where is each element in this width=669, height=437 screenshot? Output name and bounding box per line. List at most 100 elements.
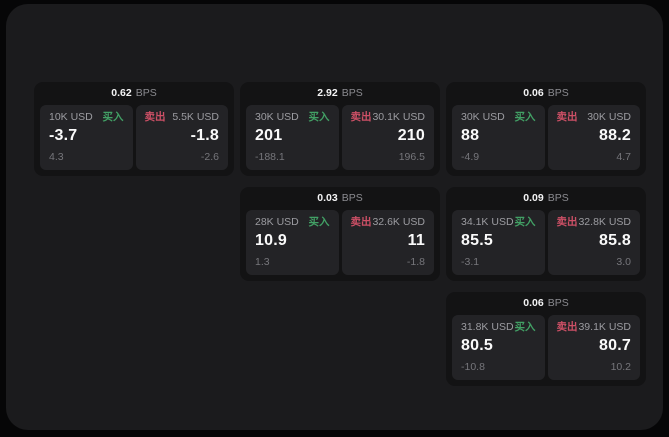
- buy-tile[interactable]: 10K USD 买入 -3.7 4.3: [40, 105, 133, 170]
- sell-price: 80.7: [599, 336, 631, 354]
- spread-bps-unit: BPS: [341, 87, 363, 100]
- sell-tile-header: 卖出 32.8K USD: [556, 216, 632, 229]
- sell-tile[interactable]: 卖出 39.1K USD 80.7 10.2: [547, 315, 640, 380]
- buy-tile[interactable]: 34.1K USD 买入 85.5 -3.1: [452, 210, 545, 275]
- quote-body: 34.1K USD 买入 85.5 -3.1 卖出 32.8K USD 85.8…: [452, 210, 640, 275]
- sell-tile[interactable]: 卖出 30.1K USD 210 196.5: [341, 105, 434, 170]
- spread-header: 0.62 BPS: [34, 82, 234, 105]
- spread-header: 0.03 BPS: [240, 187, 440, 210]
- spread-bps-value: 0.06: [523, 297, 544, 310]
- buy-price: 88: [461, 126, 480, 144]
- quote-card: 0.06 BPS 30K USD 买入 88 -4.9 卖出: [446, 82, 646, 176]
- buy-sub-value: -188.1: [255, 151, 285, 164]
- sell-tile[interactable]: 卖出 30K USD 88.2 4.7: [547, 105, 640, 170]
- sell-size: 32.6K USD: [372, 216, 425, 228]
- sell-sub-value: 10.2: [610, 361, 631, 374]
- buy-size: 34.1K USD: [461, 216, 514, 228]
- sell-size: 30.1K USD: [372, 111, 425, 123]
- buy-sub-value: -10.8: [461, 361, 485, 374]
- buy-size: 28K USD: [255, 216, 299, 228]
- buy-sub-value: 4.3: [49, 151, 64, 164]
- sell-tile-header: 卖出 30.1K USD: [350, 111, 426, 124]
- sell-size: 30K USD: [587, 111, 631, 123]
- buy-price: 201: [255, 126, 283, 144]
- quote-card-grid: 0.62 BPS 10K USD 买入 -3.7 4.3 卖出: [34, 82, 646, 386]
- sell-sub-value: 3.0: [616, 256, 631, 269]
- buy-price: 80.5: [461, 336, 493, 354]
- spread-bps-unit: BPS: [341, 192, 363, 205]
- sell-tile[interactable]: 卖出 32.8K USD 85.8 3.0: [547, 210, 640, 275]
- spread-header: 0.09 BPS: [446, 187, 646, 210]
- buy-sub-value: 1.3: [255, 256, 270, 269]
- buy-tile-header: 30K USD 买入: [461, 111, 536, 124]
- sell-label: 卖出: [556, 216, 578, 228]
- sell-tile-header: 卖出 32.6K USD: [350, 216, 426, 229]
- buy-label: 买入: [514, 111, 536, 123]
- buy-label: 买入: [514, 321, 536, 333]
- buy-sub-value: -3.1: [461, 256, 480, 269]
- sell-tile[interactable]: 卖出 32.6K USD 11 -1.8: [341, 210, 434, 275]
- sell-label: 卖出: [350, 111, 372, 123]
- sell-tile-header: 卖出 5.5K USD: [144, 111, 220, 124]
- buy-tile-header: 28K USD 买入: [255, 216, 330, 229]
- buy-tile[interactable]: 31.8K USD 买入 80.5 -10.8: [452, 315, 545, 380]
- sell-price: 88.2: [599, 126, 631, 144]
- quote-body: 30K USD 买入 88 -4.9 卖出 30K USD 88.2 4.7: [452, 105, 640, 170]
- buy-size: 10K USD: [49, 111, 93, 123]
- buy-price: -3.7: [49, 126, 78, 144]
- buy-size: 30K USD: [255, 111, 299, 123]
- sell-tile-header: 卖出 39.1K USD: [556, 321, 632, 334]
- sell-size: 5.5K USD: [172, 111, 219, 123]
- sell-size: 32.8K USD: [578, 216, 631, 228]
- buy-tile[interactable]: 28K USD 买入 10.9 1.3: [246, 210, 339, 275]
- sell-price: 210: [397, 126, 425, 144]
- spread-header: 0.06 BPS: [446, 82, 646, 105]
- sell-label: 卖出: [556, 321, 578, 333]
- sell-price: 11: [407, 231, 425, 249]
- buy-size: 30K USD: [461, 111, 505, 123]
- sell-sub-value: 4.7: [616, 151, 631, 164]
- buy-label: 买入: [308, 111, 330, 123]
- quote-body: 28K USD 买入 10.9 1.3 卖出 32.6K USD 11 -1.8: [246, 210, 434, 275]
- sell-tile-header: 卖出 30K USD: [557, 111, 632, 124]
- buy-tile-header: 10K USD 买入: [49, 111, 124, 124]
- sell-price: 85.8: [599, 231, 631, 249]
- spread-bps-unit: BPS: [135, 87, 157, 100]
- spread-bps-unit: BPS: [547, 297, 569, 310]
- sell-tile[interactable]: 卖出 5.5K USD -1.8 -2.6: [135, 105, 228, 170]
- buy-sub-value: -4.9: [461, 151, 480, 164]
- buy-tile-header: 31.8K USD 买入: [461, 321, 536, 334]
- quote-body: 31.8K USD 买入 80.5 -10.8 卖出 39.1K USD 80.…: [452, 315, 640, 380]
- spread-header: 0.06 BPS: [446, 292, 646, 315]
- buy-tile[interactable]: 30K USD 买入 88 -4.9: [452, 105, 545, 170]
- quote-body: 10K USD 买入 -3.7 4.3 卖出 5.5K USD -1.8 -2.…: [40, 105, 228, 170]
- spread-bps-value: 0.62: [111, 87, 132, 100]
- quote-card: 0.62 BPS 10K USD 买入 -3.7 4.3 卖出: [34, 82, 234, 176]
- quote-card: 0.09 BPS 34.1K USD 买入 85.5 -3.1 卖出: [446, 187, 646, 281]
- buy-price: 85.5: [461, 231, 493, 249]
- spread-bps-unit: BPS: [547, 87, 569, 100]
- spread-bps-unit: BPS: [547, 192, 569, 205]
- sell-price: -1.8: [190, 126, 219, 144]
- buy-tile[interactable]: 30K USD 买入 201 -188.1: [246, 105, 339, 170]
- sell-sub-value: -2.6: [200, 151, 219, 164]
- quote-card: 0.03 BPS 28K USD 买入 10.9 1.3 卖出: [240, 187, 440, 281]
- spread-bps-value: 0.09: [523, 192, 544, 205]
- buy-price: 10.9: [255, 231, 287, 249]
- quotes-panel: 0.62 BPS 10K USD 买入 -3.7 4.3 卖出: [6, 4, 663, 430]
- quote-body: 30K USD 买入 201 -188.1 卖出 30.1K USD 210 1…: [246, 105, 434, 170]
- sell-sub-value: 196.5: [398, 151, 425, 164]
- sell-label: 卖出: [350, 216, 372, 228]
- buy-label: 买入: [514, 216, 536, 228]
- buy-label: 买入: [102, 111, 124, 123]
- buy-tile-header: 34.1K USD 买入: [461, 216, 536, 229]
- buy-label: 买入: [308, 216, 330, 228]
- spread-header: 2.92 BPS: [240, 82, 440, 105]
- sell-label: 卖出: [144, 111, 166, 123]
- quote-card: 2.92 BPS 30K USD 买入 201 -188.1 卖出: [240, 82, 440, 176]
- spread-bps-value: 2.92: [317, 87, 338, 100]
- sell-size: 39.1K USD: [578, 321, 631, 333]
- buy-tile-header: 30K USD 买入: [255, 111, 330, 124]
- quote-card: 0.06 BPS 31.8K USD 买入 80.5 -10.8 卖: [446, 292, 646, 386]
